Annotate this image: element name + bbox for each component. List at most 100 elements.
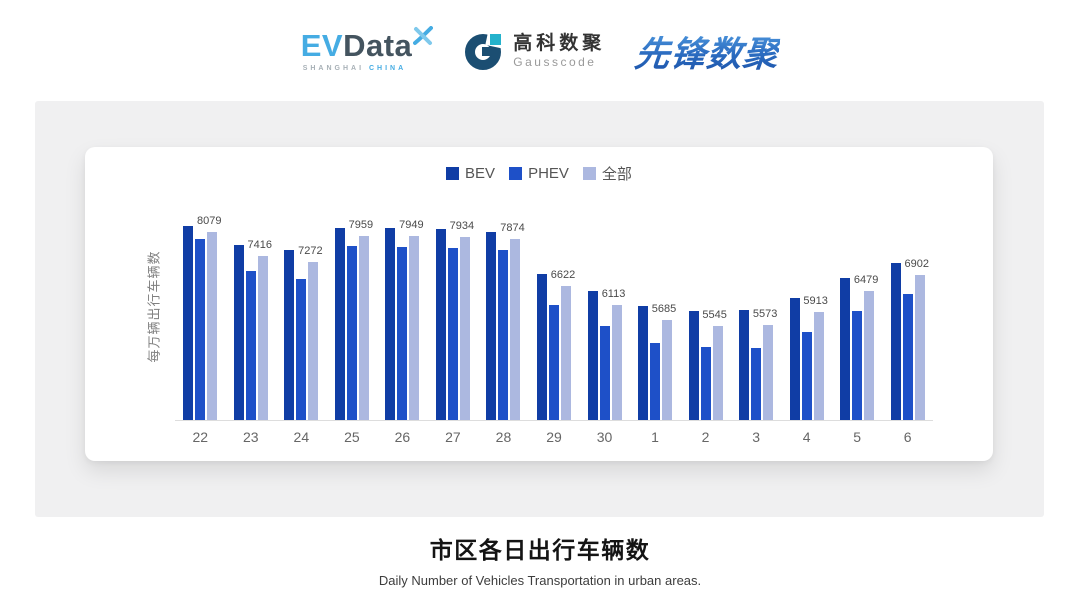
x-axis-tick-label: 3 [752, 429, 761, 445]
legend-label-bev: BEV [465, 165, 496, 182]
xianfeng-shuju-logo: 先锋数聚 [633, 26, 782, 77]
x-axis-tick-label: 6 [903, 429, 912, 445]
x-axis-tick-label: 1 [651, 429, 659, 445]
value-label: 7874 [500, 222, 525, 234]
x-axis-tick-label: 2 [701, 429, 710, 445]
evdata-wordmark: EV Data [300, 26, 434, 63]
value-label: 8079 [197, 215, 222, 227]
value-label: 5545 [702, 309, 727, 321]
bar-group: 6902 6 [882, 216, 933, 445]
bar-group: 7959 25 [327, 216, 378, 445]
bar-group: 5913 4 [781, 216, 832, 445]
bar-bev [385, 228, 396, 420]
x-axis-tick-label: 25 [344, 429, 360, 445]
bar-group: 5545 2 [680, 216, 731, 445]
legend-item-bev[interactable]: BEV [446, 165, 495, 182]
bar-group: 7416 23 [226, 216, 277, 445]
bar-all [712, 326, 723, 420]
x-axis-tick-label: 24 [293, 429, 310, 445]
xianfeng-wordmark: 先锋数聚 [633, 26, 782, 77]
bar-all [358, 236, 369, 420]
value-label: 7949 [399, 219, 424, 231]
evdata-logo: EV Data SHANGHAI CHINA [300, 26, 434, 72]
bar-all [409, 236, 420, 420]
value-label: 5913 [803, 295, 828, 307]
evdata-china-text: CHINA [369, 65, 407, 72]
bar-all [813, 312, 824, 420]
evdata-shanghai-text: SHANGHAI [302, 65, 365, 72]
bar-all [459, 237, 470, 420]
gausscode-cn-text: 高科数聚 [513, 33, 606, 55]
bar-group: 7949 26 [377, 216, 428, 445]
bar-phev [902, 294, 913, 420]
bar-all [763, 325, 774, 420]
bar-all [611, 305, 622, 420]
bar-phev [447, 248, 458, 420]
bar-bev [536, 274, 547, 420]
legend-swatch-bev [446, 167, 460, 180]
bar-bev [587, 291, 598, 420]
x-axis-tick-label: 4 [802, 429, 811, 445]
value-label: 7959 [348, 219, 374, 231]
bar-bev [789, 298, 800, 420]
bar-bev [435, 229, 446, 420]
bar-all [914, 275, 925, 420]
bar-phev [599, 326, 610, 420]
bar-phev [852, 311, 863, 420]
legend-label-all: 全部 [601, 166, 632, 183]
chart-title: 市区各日出行车辆数 [429, 537, 651, 563]
chart-legend: BEV PHEV 全部 [85, 163, 993, 184]
bar-group: 7874 28 [478, 216, 529, 445]
gausscode-text: 高科数聚 Gausscode [513, 33, 605, 69]
value-label: 6902 [904, 258, 929, 270]
footer: 市区各日出行车辆数 Daily Number of Vehicles Trans… [0, 531, 1080, 588]
value-label: 7272 [298, 245, 323, 257]
bar-bev [334, 228, 345, 420]
gausscode-g-icon [465, 30, 506, 70]
chart-card: BEV PHEV 全部 每万辆出行车辆数 8079 22 7416 23 7272 24 795… [85, 147, 993, 461]
bar-group: 6622 29 [529, 216, 580, 445]
bar-all [257, 256, 268, 420]
value-label: 7934 [449, 220, 475, 232]
value-label: 5685 [651, 303, 677, 315]
x-axis-tick-label: 5 [853, 429, 862, 445]
bar-group: 8079 22 [175, 215, 226, 445]
bar-bev [233, 245, 244, 420]
y-axis-title: 每万辆出行车辆数 [146, 250, 162, 363]
legend-item-all[interactable]: 全部 [582, 163, 632, 184]
x-axis-tick-label: 27 [445, 429, 461, 445]
bar-group: 7272 24 [276, 216, 327, 445]
evdata-data-text: Data [343, 28, 413, 63]
x-axis-tick-label: 30 [596, 429, 613, 445]
bar-phev [245, 271, 256, 420]
x-axis-tick-label: 22 [192, 429, 209, 445]
bar-phev [650, 343, 661, 420]
bar-phev [195, 239, 206, 420]
bar-bev [638, 306, 649, 420]
bar-all [207, 232, 218, 420]
gausscode-en-text: Gausscode [513, 54, 597, 69]
bar-group: 6479 5 [832, 216, 883, 445]
bar-group: 5573 3 [731, 216, 782, 445]
evdata-x-leaf-icon [413, 26, 434, 45]
bar-all [510, 239, 521, 420]
bar-group: 6113 30 [579, 216, 630, 445]
bar-bev [890, 263, 901, 420]
bar-phev [397, 247, 408, 420]
legend-swatch-all [582, 167, 596, 180]
bar-phev [700, 347, 711, 420]
bar-phev [801, 332, 812, 420]
legend-item-phev[interactable]: PHEV [509, 165, 569, 182]
bar-all [662, 320, 673, 420]
x-axis-tick-label: 29 [546, 429, 562, 445]
bar-phev [296, 279, 307, 420]
evdata-ev-text: EV [300, 28, 344, 63]
legend-swatch-phev [509, 167, 523, 180]
bar-phev [346, 246, 357, 420]
bar-all [308, 262, 319, 420]
evdata-subtitle: SHANGHAI CHINA [301, 65, 434, 72]
bar-group: 5685 1 [630, 216, 681, 445]
bar-all [864, 291, 875, 420]
bar-phev [751, 348, 762, 420]
